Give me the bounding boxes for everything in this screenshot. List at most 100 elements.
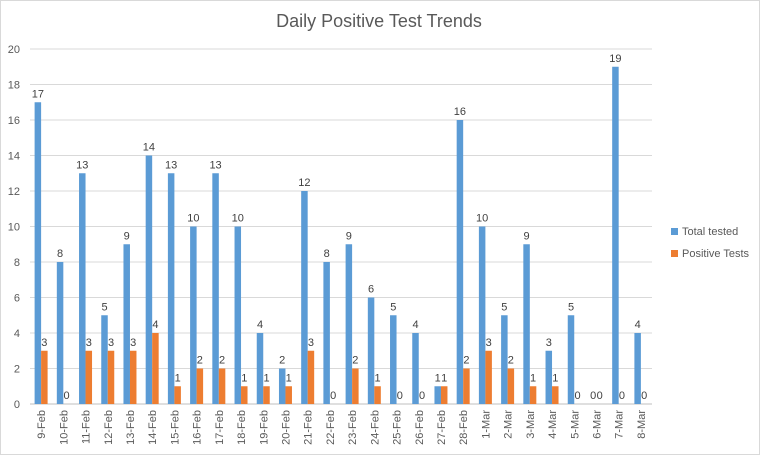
x-tick-label: 11-Feb <box>81 410 93 444</box>
label-positive-tests-12-Feb: 3 <box>108 337 114 349</box>
bar-total-tested-18-Feb <box>234 226 242 404</box>
label-total-tested-13-Feb: 9 <box>124 230 130 242</box>
x-tick-label: 16-Feb <box>192 410 204 445</box>
label-positive-tests-15-Feb: 1 <box>175 372 181 384</box>
bar-total-tested-28-Feb <box>456 120 464 404</box>
bar-positive-tests-11-Feb <box>85 350 93 404</box>
label-positive-tests-6-Mar: 0 <box>597 390 603 402</box>
x-tick-label: 9-Feb <box>36 410 48 439</box>
label-positive-tests-22-Feb: 0 <box>330 390 336 402</box>
bar-total-tested-17-Feb <box>212 173 219 404</box>
y-tick-label: 8 <box>14 257 20 269</box>
bar-positive-tests-3-Mar <box>529 386 537 404</box>
label-positive-tests-16-Feb: 2 <box>197 355 203 367</box>
label-total-tested-24-Feb: 6 <box>368 284 374 296</box>
label-total-tested-10-Feb: 8 <box>57 248 63 260</box>
label-positive-tests-10-Feb: 0 <box>64 390 70 402</box>
bar-positive-tests-23-Feb <box>352 368 359 404</box>
label-total-tested-1-Mar: 10 <box>476 213 488 225</box>
y-tick-label: 14 <box>8 151 20 163</box>
label-positive-tests-1-Mar: 3 <box>486 337 492 349</box>
label-positive-tests-4-Mar: 1 <box>552 372 558 384</box>
bar-positive-tests-27-Feb <box>440 386 448 404</box>
label-positive-tests-21-Feb: 3 <box>308 337 314 349</box>
x-tick-label: 19-Feb <box>258 410 270 445</box>
legend-swatch <box>671 250 678 257</box>
x-tick-label: 15-Feb <box>169 410 181 445</box>
gridlines <box>30 48 652 405</box>
label-positive-tests-13-Feb: 3 <box>130 337 136 349</box>
label-positive-tests-19-Feb: 1 <box>263 372 269 384</box>
x-tick-label: 22-Feb <box>325 410 337 445</box>
bar-total-tested-12-Feb <box>101 315 108 404</box>
x-tick-label: 27-Feb <box>436 410 448 445</box>
label-positive-tests-17-Feb: 2 <box>219 355 225 367</box>
x-tick-label: 14-Feb <box>147 410 159 445</box>
label-positive-tests-18-Feb: 1 <box>241 372 247 384</box>
bar-positive-tests-15-Feb <box>174 386 181 404</box>
bar-total-tested-27-Feb <box>434 386 441 404</box>
label-total-tested-17-Feb: 13 <box>209 159 221 171</box>
label-total-tested-25-Feb: 5 <box>390 301 396 313</box>
label-total-tested-15-Feb: 13 <box>165 159 177 171</box>
x-tick-label: 12-Feb <box>103 410 115 445</box>
x-axis-ticks: 9-Feb 10-Feb 11-Feb 12-Feb 13-Feb 14-Feb 15-Fe… <box>36 410 648 445</box>
legend: Total tested Positive Tests <box>671 226 750 260</box>
bar-total-tested-7-Mar <box>612 66 619 404</box>
label-positive-tests-9-Feb: 3 <box>41 337 47 349</box>
bars <box>34 66 641 404</box>
bar-total-tested-4-Mar <box>545 350 553 404</box>
bar-positive-tests-4-Mar <box>552 386 559 404</box>
x-tick-label: 10-Feb <box>58 410 70 445</box>
x-tick-label: 24-Feb <box>369 410 381 445</box>
bar-total-tested-16-Feb <box>190 226 197 404</box>
y-tick-label: 16 <box>8 115 20 127</box>
label-positive-tests-7-Mar: 0 <box>619 390 625 402</box>
label-total-tested-5-Mar: 5 <box>568 301 574 313</box>
bar-total-tested-1-Mar <box>478 226 486 404</box>
bar-total-tested-3-Mar <box>523 244 530 404</box>
label-positive-tests-14-Feb: 4 <box>152 319 158 331</box>
label-total-tested-12-Feb: 5 <box>101 301 107 313</box>
x-tick-label: 21-Feb <box>303 410 315 445</box>
y-tick-label: 20 <box>8 44 20 56</box>
label-total-tested-4-Mar: 3 <box>546 337 552 349</box>
label-total-tested-8-Mar: 4 <box>635 319 641 331</box>
label-total-tested-20-Feb: 2 <box>279 355 285 367</box>
label-total-tested-22-Feb: 8 <box>324 248 330 260</box>
bar-total-tested-25-Feb <box>390 315 397 404</box>
bar-positive-tests-14-Feb <box>152 333 159 404</box>
x-tick-label: 25-Feb <box>392 410 404 445</box>
x-tick-label: 20-Feb <box>280 410 292 445</box>
x-tick-label: 7-Mar <box>614 410 626 439</box>
label-positive-tests-23-Feb: 2 <box>352 355 358 367</box>
chart-title: Daily Positive Test Trends <box>276 11 482 31</box>
bar-total-tested-11-Feb <box>79 173 86 404</box>
label-total-tested-14-Feb: 14 <box>143 142 155 154</box>
bar-total-tested-15-Feb <box>167 173 175 404</box>
label-positive-tests-20-Feb: 1 <box>286 372 292 384</box>
label-total-tested-28-Feb: 16 <box>454 106 466 118</box>
bar-total-tested-10-Feb <box>56 262 64 404</box>
x-tick-label: 26-Feb <box>414 410 426 445</box>
bar-total-tested-23-Feb <box>345 244 353 404</box>
x-tick-label: 17-Feb <box>214 410 226 445</box>
bar-positive-tests-12-Feb <box>107 350 115 404</box>
bar-total-tested-21-Feb <box>301 191 308 404</box>
bar-total-tested-2-Mar <box>501 315 508 404</box>
label-positive-tests-26-Feb: 0 <box>419 390 425 402</box>
label-total-tested-26-Feb: 4 <box>412 319 418 331</box>
label-positive-tests-2-Mar: 2 <box>508 355 514 367</box>
y-tick-label: 6 <box>14 293 20 305</box>
bar-total-tested-20-Feb <box>278 368 286 404</box>
x-tick-label: 3-Mar <box>525 410 537 439</box>
label-total-tested-19-Feb: 4 <box>257 319 263 331</box>
y-tick-label: 4 <box>14 328 20 340</box>
label-positive-tests-11-Feb: 3 <box>86 337 92 349</box>
data-labels: 1738013353931441311021321014121123809261… <box>32 53 647 402</box>
bar-total-tested-19-Feb <box>256 333 264 404</box>
label-total-tested-23-Feb: 9 <box>346 230 352 242</box>
bar-total-tested-24-Feb <box>367 297 375 404</box>
label-total-tested-9-Feb: 17 <box>32 88 44 100</box>
label-total-tested-27-Feb: 1 <box>435 372 441 384</box>
